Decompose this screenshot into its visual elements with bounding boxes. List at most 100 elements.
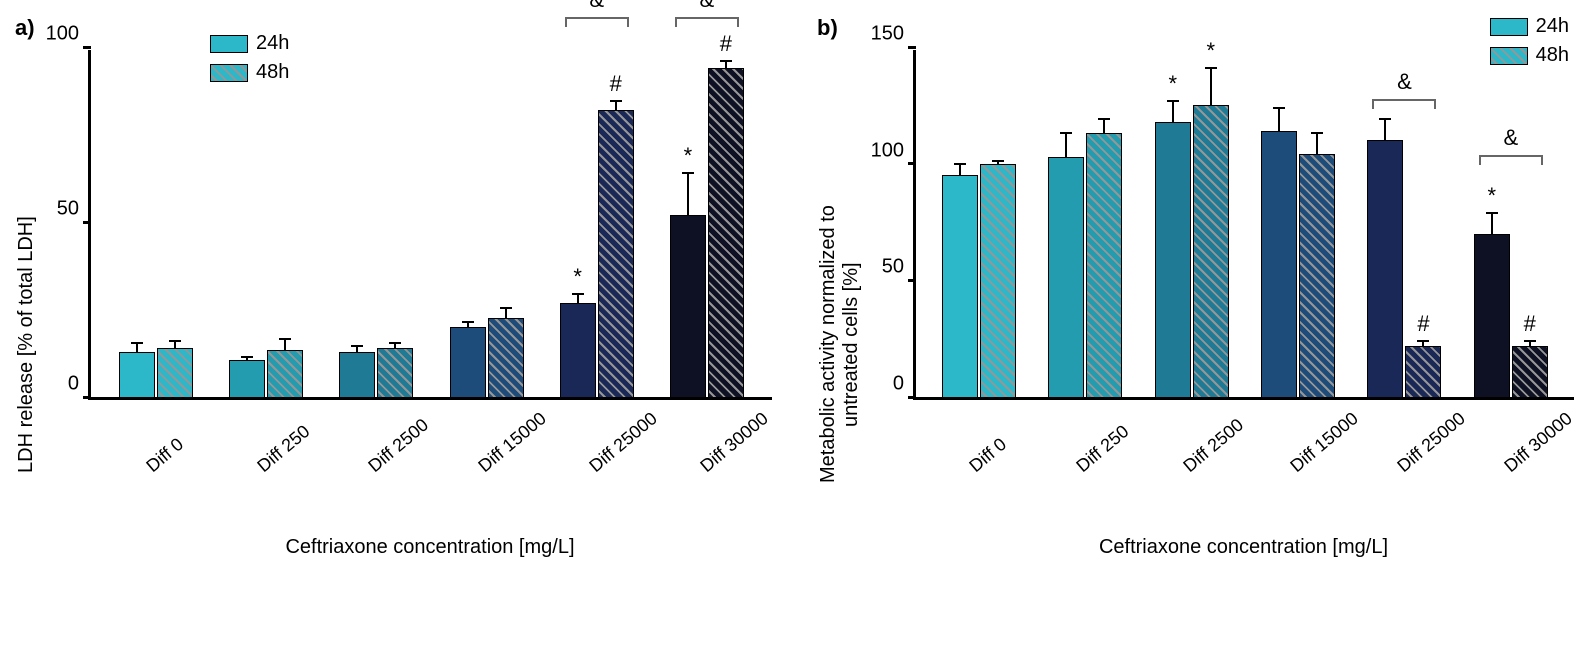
error-cap [992,160,1004,162]
bar [488,318,524,397]
error-cap [1060,132,1072,134]
error-bar [1103,119,1105,133]
bar: # [1512,346,1548,397]
x-tick-label: Diff 30000 [696,435,740,477]
x-tick-label: Diff 25000 [1393,435,1437,477]
bar [1048,157,1084,397]
x-tick-label: Diff 25000 [585,435,629,477]
error-bar [505,308,507,319]
x-tick-label: Diff 250 [253,435,297,477]
bar-group: *#& [1474,234,1548,397]
error-bar [615,101,617,110]
error-cap [1098,118,1110,120]
legend-label: 24h [1536,15,1569,38]
error-bar [1316,133,1318,154]
error-cap [1205,67,1217,69]
significance-marker: * [684,143,693,169]
y-tick-label: 100 [871,139,916,162]
chart-area: LDH release [% of total LDH]050100*#&*#&… [10,50,772,559]
error-cap [351,345,363,347]
error-bar [725,61,727,68]
error-bar [1065,133,1067,156]
bars-container: **#&*#& [916,50,1574,397]
error-cap [572,293,584,295]
y-tick [83,221,91,224]
bar [1367,140,1403,397]
y-tick-label: 50 [882,256,916,279]
significance-marker: # [1417,311,1429,337]
panel-b-label: b) [817,15,838,41]
bar-group [942,164,1016,397]
x-axis-label: Ceftriaxone concentration [mg/L] [913,536,1574,559]
significance-marker: * [1207,38,1216,64]
error-bar [1278,108,1280,131]
error-cap [389,342,401,344]
figure-root: a) 24h48hLDH release [% of total LDH]050… [10,20,1574,559]
y-axis-label: Metabolic activity normalized to untreat… [812,50,863,559]
y-tick-label: 0 [893,373,916,396]
error-bar [959,164,961,176]
error-bar [577,294,579,303]
bar: # [1405,346,1441,397]
bar [119,352,155,398]
bar [229,360,265,397]
y-tick-label: 50 [57,198,91,221]
x-labels: Diff 0Diff 250Diff 2500Diff 15000Diff 25… [88,400,772,456]
bar: * [560,303,596,398]
error-cap [1273,107,1285,109]
error-cap [1486,212,1498,214]
bars-container: *#&*#& [91,50,772,397]
bar: * [1193,105,1229,397]
bar-group: *#& [670,68,744,397]
x-tick-label: Diff 0 [966,435,1010,477]
bar [267,350,303,397]
bar-group [119,348,193,397]
significance-marker: # [720,31,732,57]
bracket-label: & [589,0,604,13]
bracket-label: & [1397,69,1412,95]
y-axis-label: LDH release [% of total LDH] [10,50,38,559]
bar: * [670,215,706,397]
error-cap [1417,340,1429,342]
error-bar [136,343,138,352]
bar [157,348,193,397]
error-cap [1167,100,1179,102]
bar-group [450,318,524,397]
error-bar [1210,68,1212,105]
chart-area: Metabolic activity normalized to untreat… [812,50,1574,559]
y-tick [908,396,916,399]
y-tick [908,162,916,165]
bar-group: ** [1155,105,1229,397]
plot: 050100150**#&*#& [913,50,1574,400]
error-cap [1311,132,1323,134]
error-cap [1524,340,1536,342]
x-tick-label: Diff 15000 [1286,435,1330,477]
y-tick [83,46,91,49]
error-bar [1172,101,1174,122]
comparison-bracket [1479,155,1543,157]
x-tick-label: Diff 2500 [1179,435,1223,477]
bar [1261,131,1297,397]
bar: # [708,68,744,397]
error-bar [1491,213,1493,234]
bracket-label: & [700,0,715,13]
y-tick [908,46,916,49]
significance-marker: * [1169,71,1178,97]
y-tick-label: 0 [68,373,91,396]
bar [980,164,1016,397]
legend-item: 24h [1490,15,1569,38]
comparison-bracket [675,17,739,19]
error-cap [131,342,143,344]
plot-box: 050100150**#&*#&Diff 0Diff 250Diff 2500D… [863,50,1574,559]
legend-swatch [1490,18,1528,36]
bar-group: #& [1367,140,1441,397]
bar [1299,154,1335,397]
error-cap [954,163,966,165]
y-tick [908,279,916,282]
plot-box: 050100*#&*#&Diff 0Diff 250Diff 2500Diff … [38,50,772,559]
bar [942,175,978,397]
significance-marker: # [610,71,622,97]
y-tick [83,396,91,399]
x-axis-label: Ceftriaxone concentration [mg/L] [88,536,772,559]
bar [1086,133,1122,397]
